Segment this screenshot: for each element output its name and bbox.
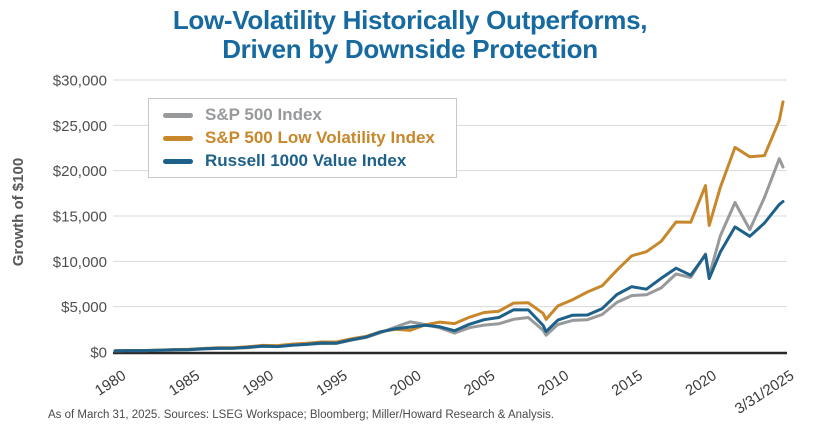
x-tick-label-2010: 2010: [535, 367, 572, 399]
legend: S&P 500 Index S&P 500 Low Volatility Ind…: [148, 98, 457, 178]
x-tick-label-2000: 2000: [387, 367, 424, 399]
y-tick-labels: $0 $5,000 $10,000 $15,000 $20,000 $25,000 $30,…: [53, 73, 107, 362]
x-tick-label-3-31-2025: 3/31/2025: [732, 367, 797, 418]
y-tick-label-20000: $20,000: [53, 163, 107, 180]
legend-item-russell-1000-value: Russell 1000 Value Index: [163, 151, 456, 171]
source-footnote: As of March 31, 2025. Sources: LSEG Work…: [48, 409, 555, 421]
legend-swatch-sp500-low-volatility: [163, 135, 193, 141]
legend-swatch-russell-1000-value: [163, 158, 193, 164]
series-line-russell-1000-value-index: [113, 200, 785, 353]
x-tick-label-2005: 2005: [461, 367, 498, 399]
legend-swatch-sp500: [163, 112, 193, 118]
y-tick-label-15000: $15,000: [53, 209, 107, 226]
legend-item-sp500: S&P 500 Index: [163, 105, 456, 125]
y-tick-label-10000: $10,000: [53, 254, 107, 271]
x-tick-label-2015: 2015: [609, 367, 646, 399]
y-tick-label-0: $0: [90, 345, 107, 362]
x-tick-label-1995: 1995: [313, 367, 350, 399]
y-tick-label-30000: $30,000: [53, 73, 107, 90]
x-tick-label-1990: 1990: [240, 367, 277, 399]
legend-label-sp500-low-volatility: S&P 500 Low Volatility Index: [205, 128, 435, 147]
x-tick-labels: 1980 1985 1990 1995 2000 2005 2010 2015 2020 3/31…: [92, 367, 797, 418]
legend-label-sp500: S&P 500 Index: [205, 105, 322, 124]
chart-title: Low-Volatility Historically Outperforms,…: [0, 5, 820, 65]
y-tick-label-5000: $5,000: [61, 299, 107, 316]
x-tick-label-1985: 1985: [166, 367, 203, 399]
x-tick-label-1980: 1980: [92, 367, 129, 399]
legend-item-sp500-low-volatility: S&P 500 Low Volatility Index: [163, 128, 456, 148]
legend-label-russell-1000-value: Russell 1000 Value Index: [205, 151, 407, 170]
chart-title-line1: Low-Volatility Historically Outperforms,: [172, 5, 648, 35]
x-tick-label-2020: 2020: [682, 367, 719, 399]
chart-title-line2: Driven by Downside Protection: [222, 34, 598, 65]
y-tick-label-25000: $25,000: [53, 118, 107, 135]
